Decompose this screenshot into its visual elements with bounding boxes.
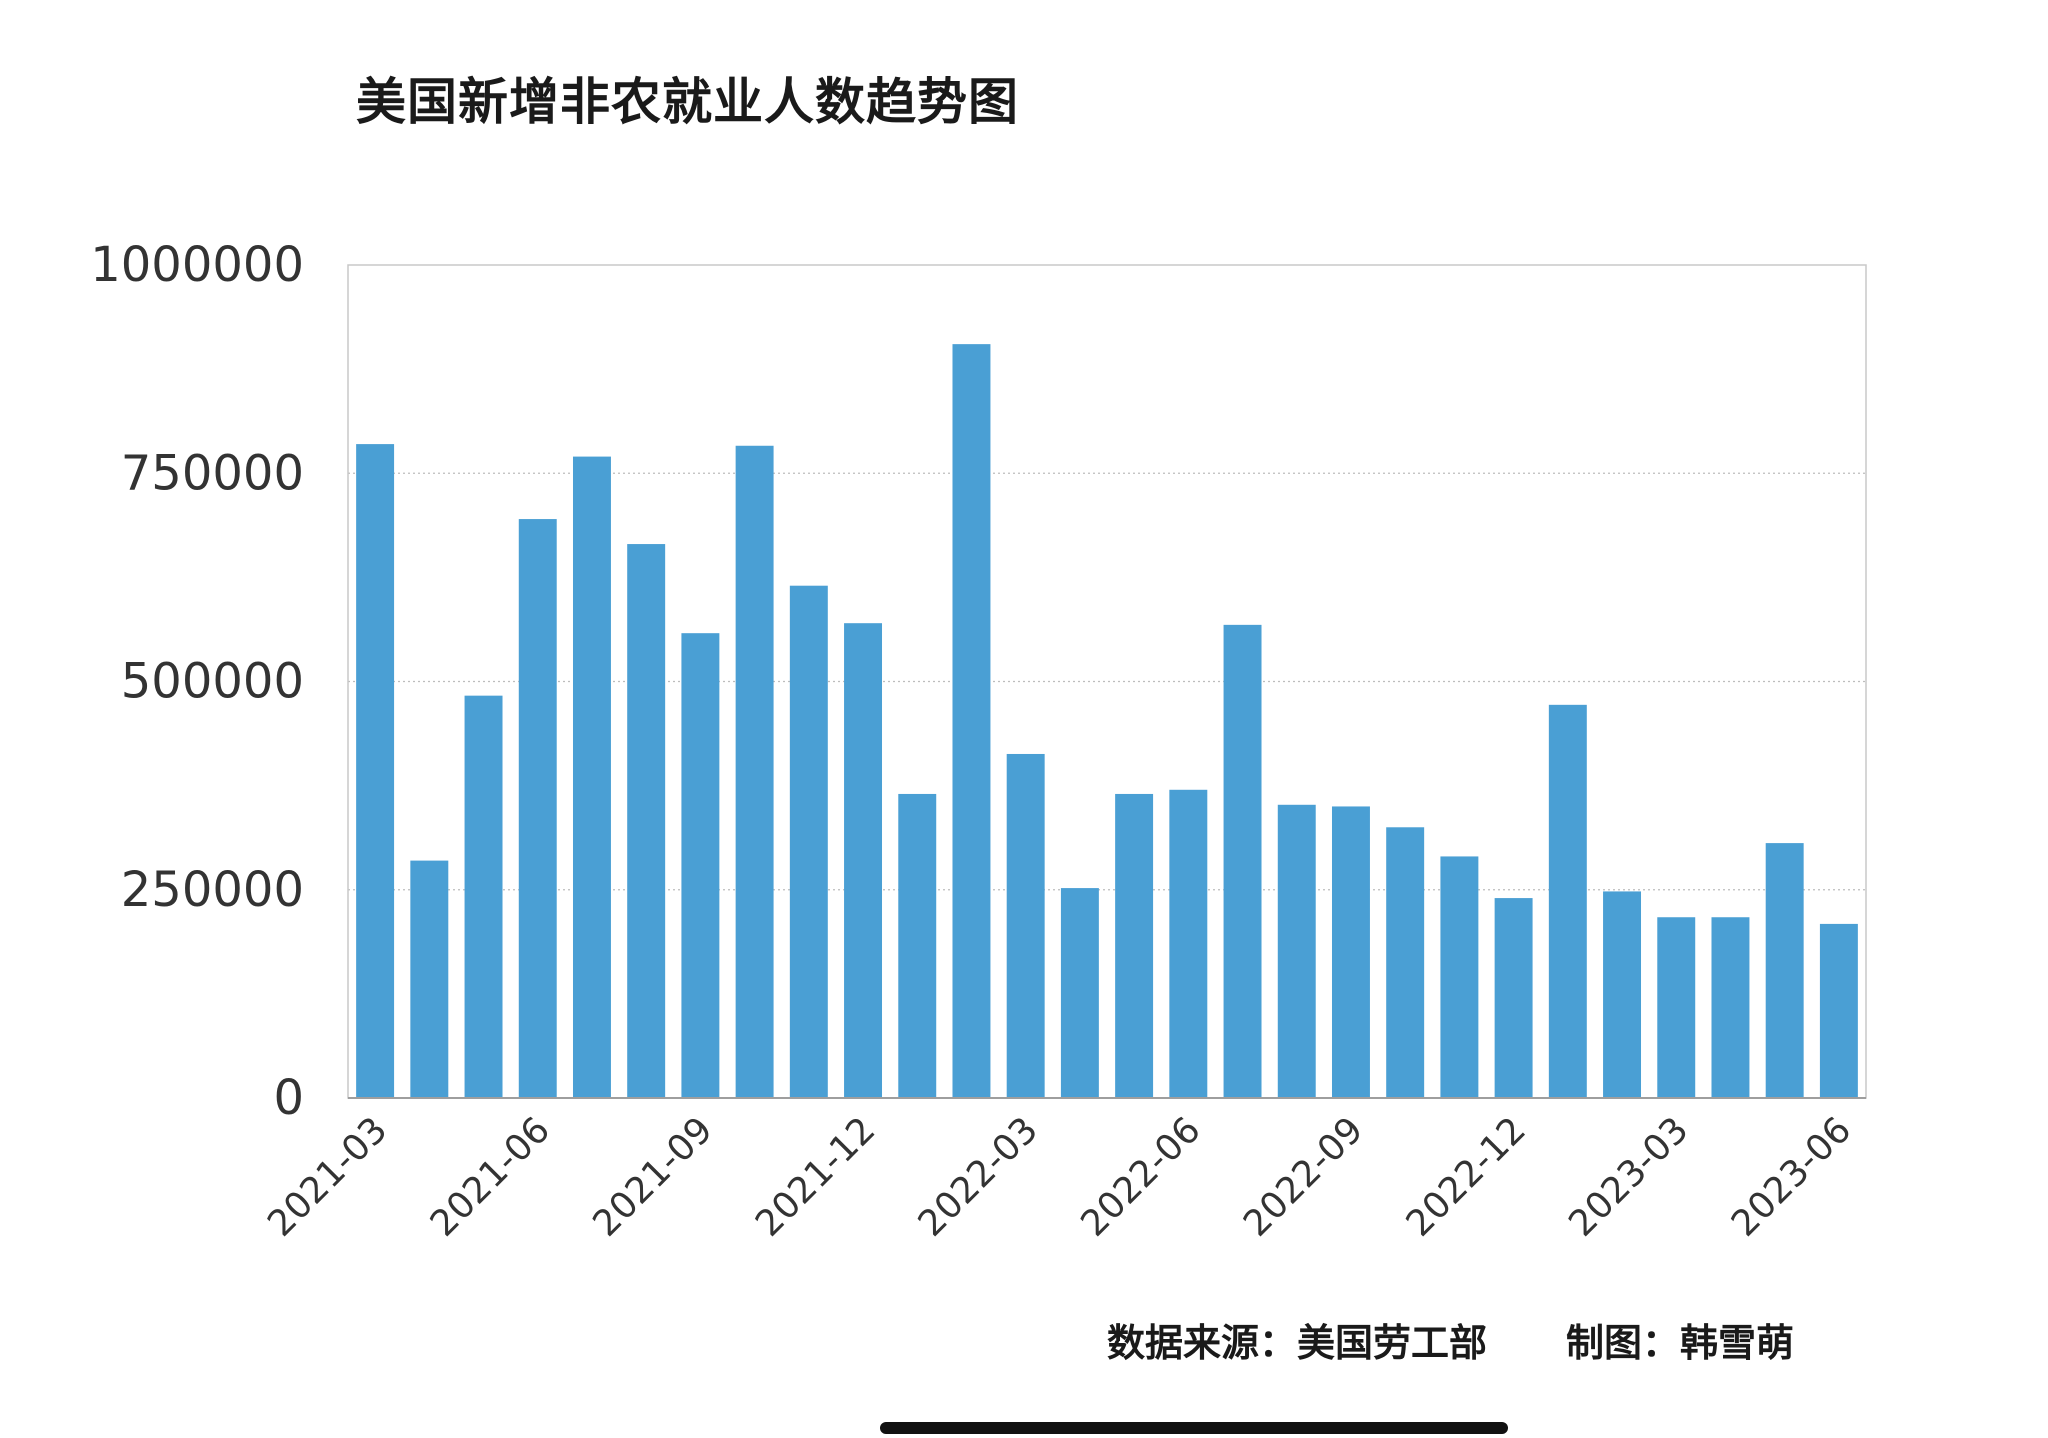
x-tick-label: 2021-12: [748, 1109, 883, 1244]
bar-2021-05: [464, 695, 503, 1098]
home-indicator: [880, 1422, 1508, 1434]
y-tick-label: 500000: [121, 654, 304, 710]
bar-2022-12: [1494, 898, 1533, 1098]
bar-2021-09: [681, 633, 720, 1098]
y-tick-label: 250000: [121, 862, 304, 918]
bar-2021-06: [518, 519, 557, 1098]
bar-2022-03: [1006, 753, 1045, 1098]
y-tick-label: 0: [273, 1070, 304, 1126]
chart-title: 美国新增非农就业人数趋势图: [356, 73, 1019, 131]
x-tick-labels: 2021-03 2021-06 2021-09 2021-12 2022-03 2022-…: [260, 1109, 1859, 1244]
bar-2021-12: [844, 623, 883, 1098]
bar-2021-04: [410, 860, 449, 1098]
x-tick-label: 2021-09: [585, 1109, 720, 1244]
x-tick-label: 2021-03: [260, 1109, 395, 1244]
x-tick-label: 2022-09: [1236, 1109, 1371, 1244]
x-tick-label: 2023-03: [1561, 1109, 1696, 1244]
y-tick-labels: 0 250000 500000 750000 1000000: [90, 237, 304, 1126]
y-tick-label: 750000: [121, 445, 304, 501]
grid-lines: [348, 472, 1866, 891]
bar-2021-08: [627, 544, 666, 1098]
y-tick-label: 1000000: [90, 237, 304, 293]
x-tick-label: 2021-06: [423, 1109, 558, 1244]
bar-2022-09: [1331, 806, 1370, 1098]
bar-2022-08: [1277, 804, 1316, 1098]
bar-2023-02: [1603, 891, 1642, 1098]
bar-2023-01: [1548, 704, 1587, 1098]
axes: [347, 264, 1867, 1099]
bar-2022-04: [1060, 888, 1099, 1098]
bar-2021-10: [735, 445, 774, 1098]
bar-2022-06: [1169, 789, 1208, 1098]
x-tick-label: 2023-06: [1724, 1109, 1859, 1244]
bar-2022-10: [1386, 827, 1425, 1098]
bar-2021-11: [789, 585, 828, 1098]
bar-2023-03: [1657, 917, 1696, 1098]
bar-2022-02: [952, 344, 991, 1098]
bar-2022-01: [898, 793, 937, 1098]
author-note: 制图：韩雪萌: [1566, 1321, 1795, 1365]
x-tick-label: 2022-06: [1073, 1109, 1208, 1244]
bar-2022-07: [1223, 624, 1262, 1098]
bar-2021-07: [572, 456, 611, 1099]
x-tick-label: 2022-03: [911, 1109, 1046, 1244]
bar-2023-05: [1765, 843, 1804, 1098]
bar-2022-11: [1440, 856, 1479, 1098]
bar-2023-04: [1711, 917, 1750, 1098]
bar-2021-03: [356, 444, 395, 1099]
bar-2022-05: [1115, 793, 1154, 1098]
bars: [356, 344, 1858, 1099]
bar-2023-06: [1819, 923, 1858, 1098]
x-tick-label: 2022-12: [1399, 1109, 1534, 1244]
data-source-note: 数据来源：美国劳工部: [1107, 1321, 1488, 1365]
